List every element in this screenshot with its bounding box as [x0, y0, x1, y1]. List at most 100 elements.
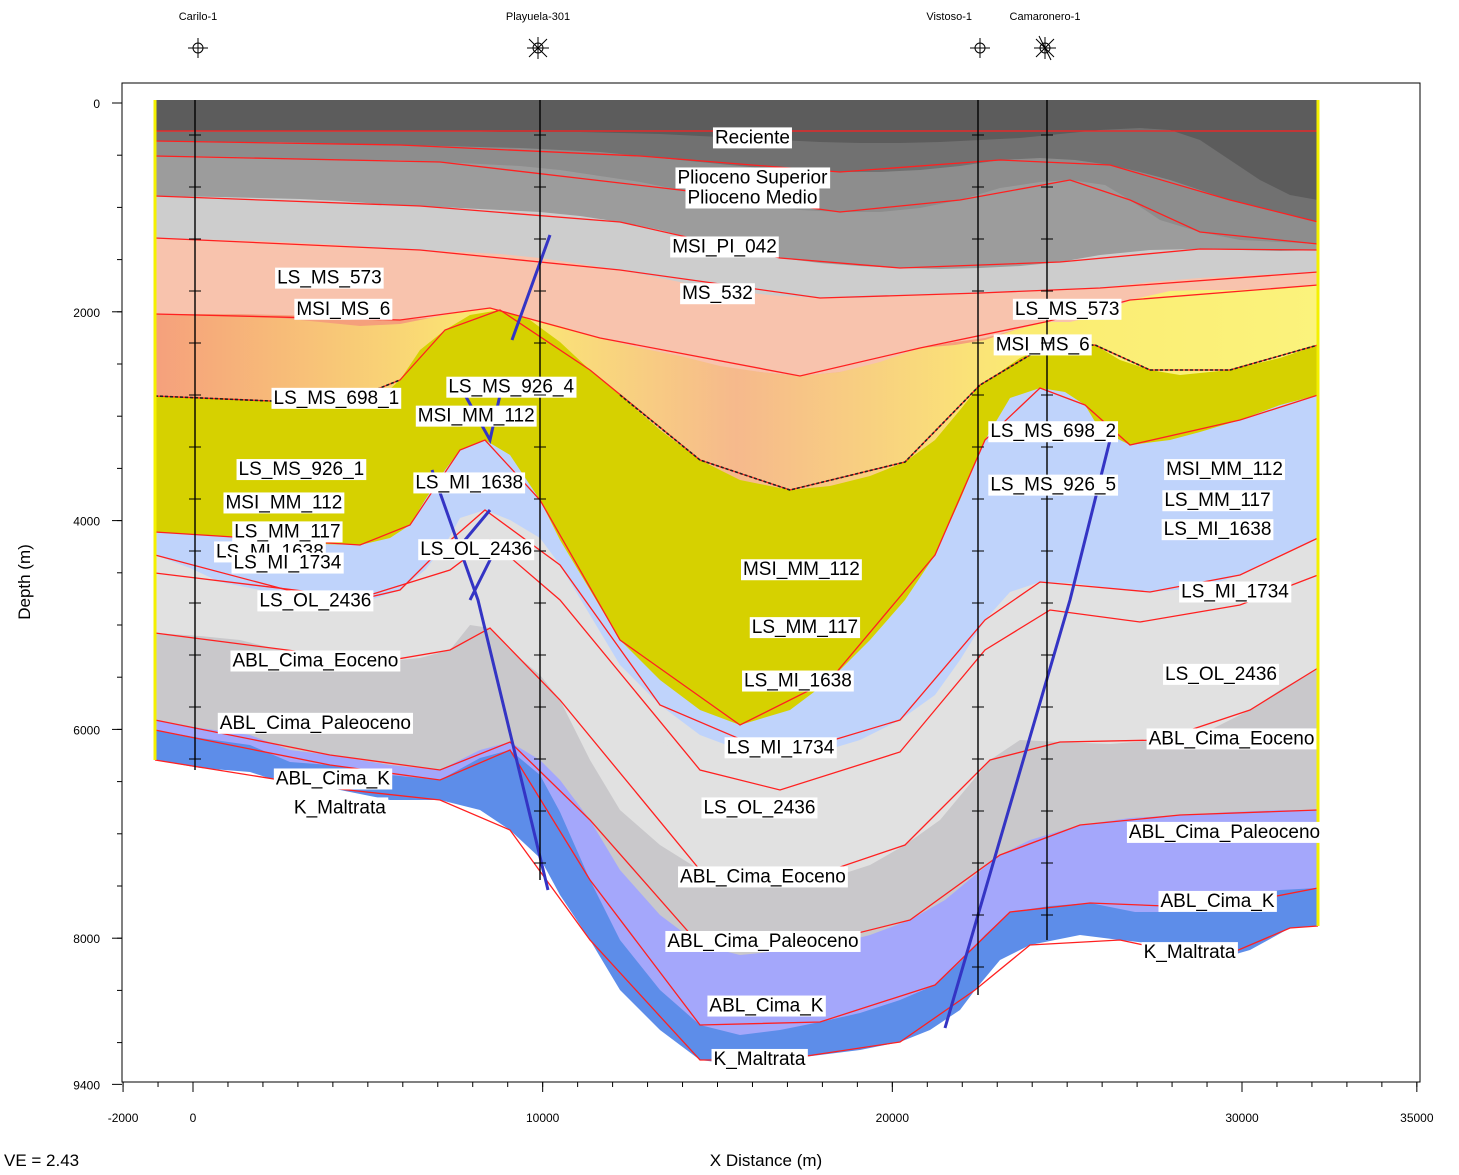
y-tick-label: 2000: [73, 306, 100, 320]
formation-label: LS_OL_2436: [257, 590, 374, 612]
formation-label-box: [1162, 490, 1273, 512]
formation-label-text: LS_MI_1638: [415, 472, 523, 493]
formation-label-text: MSI_MM_112: [225, 492, 342, 513]
formation-label-text: MSI_MM_112: [1166, 459, 1283, 480]
well-name-carilo: Carilo-1: [179, 11, 218, 23]
horizon: [154, 155, 1319, 245]
formation-label-text: ABL_Cima_Eoceno: [232, 651, 398, 672]
formation-label-text: LS_MM_117: [752, 617, 858, 638]
formation-label-text: LS_MI_1734: [727, 737, 835, 758]
formation-label-box: [712, 127, 792, 149]
formation-label: LS_MI_1734: [1179, 581, 1292, 603]
horizon: [154, 140, 1319, 223]
well-lines: [194, 100, 1048, 995]
formation-label: LS_MS_698_2: [988, 421, 1119, 443]
formation-label: ABL_Cima_K: [1158, 890, 1277, 912]
formation-label-box: [291, 797, 389, 819]
dry-well-icon: [188, 38, 208, 58]
x-tick-label: -2000: [108, 1111, 139, 1125]
formation-label-text: LS_MM_117: [234, 521, 340, 542]
formation-label-box: [230, 650, 401, 672]
formation-label-box: [740, 559, 862, 581]
formation-label-text: MS_532: [682, 283, 753, 304]
formation-label-text: LS_MS_926_4: [448, 377, 574, 398]
well-name-playuela: Playuela-301: [506, 11, 570, 23]
formation-label: MSI_MM_112: [415, 405, 537, 427]
formation-label-text: LS_OL_2436: [1165, 664, 1277, 685]
formation-label-box: [446, 376, 577, 398]
formation-label-box: [1141, 942, 1238, 964]
formation-label: MSI_MM_112: [740, 559, 862, 581]
formation-label-text: ABL_Cima_Eoceno: [680, 866, 846, 887]
formation-label: LS_MI_1734: [231, 552, 344, 574]
formation-label-text: K_Maltrata: [714, 1049, 806, 1070]
formation-label: LS_MI_1734: [724, 737, 837, 759]
formation-label-box: [418, 539, 535, 561]
formation-label: ABL_Cima_Paleoceno: [1126, 821, 1323, 843]
formation-label-text: ABL_Cima_Eoceno: [1149, 728, 1315, 749]
formation-label-text: MSI_MS_6: [996, 334, 1090, 355]
x-tick-label: 0: [190, 1111, 197, 1125]
y-tick-label: 4000: [73, 515, 100, 529]
horizon: [154, 237, 1319, 299]
formation-label-box: [223, 492, 345, 514]
x-tick-label: 30000: [1225, 1111, 1259, 1125]
formation-label: K_Maltrata: [711, 1048, 808, 1070]
formation-label-box: [680, 283, 755, 305]
formation-label-text: LS_MS_573: [277, 268, 382, 289]
formation-label-box: [236, 459, 367, 481]
horizon: [154, 539, 1319, 791]
formation-label-text: Reciente: [715, 127, 790, 148]
formation-label-box: [685, 187, 820, 209]
formation-label: LS_MS_698_1: [271, 387, 402, 409]
formation-label-text: K_Maltrata: [1144, 942, 1236, 963]
formation-label-text: ABL_Cima_K: [1160, 891, 1274, 912]
y-tick-label: 8000: [73, 932, 100, 946]
formation-label-text: MSI_MS_6: [296, 299, 390, 320]
formation-label-text: LS_MS_926_5: [990, 475, 1116, 496]
x-axis: -2000 0 10000 20000 30000 35000: [108, 1082, 1434, 1125]
well-name-camaronero: Camaronero-1: [1010, 11, 1081, 23]
formation-label-box: [993, 334, 1092, 356]
formation-label-text: MSI_MM_112: [743, 559, 860, 580]
formation-label: Reciente: [712, 127, 792, 149]
dry-well-icon: [970, 38, 990, 58]
formation-label-box: [231, 552, 344, 574]
formation-label-text: LS_MS_698_2: [990, 421, 1116, 442]
formation-label-text: K_Maltrata: [294, 797, 386, 818]
formation-label-box: [701, 797, 818, 819]
formation-label-box: [275, 267, 384, 289]
formation-label-text: LS_MS_573: [1015, 299, 1120, 320]
formation-label-box: [271, 387, 402, 409]
formation-label: LS_MS_926_4: [446, 376, 577, 398]
well-headers: Carilo-1 Playuela-301 Vistoso-1 Camarone…: [179, 11, 1081, 61]
formation-label-box: [988, 474, 1119, 496]
formation-label-text: ABL_Cima_K: [709, 996, 823, 1017]
formation-label-text: LS_MI_1638: [744, 671, 852, 692]
formation-label-box: [724, 737, 837, 759]
formation-label-box: [988, 421, 1119, 443]
formation-label: LS_MI_1638: [742, 670, 854, 692]
formation-label: ABL_Cima_Eoceno: [1146, 728, 1317, 750]
formation-label: LS_MM_117: [749, 617, 861, 639]
formation-label-box: [711, 1048, 808, 1070]
formation-label: LS_MS_926_5: [988, 474, 1119, 496]
formation-label-box: [670, 236, 779, 258]
formation-label-box: [257, 590, 374, 612]
formation-label-box: [742, 670, 854, 692]
formation-label-box: [413, 472, 526, 494]
formation-label: K_Maltrata: [1141, 942, 1238, 964]
formation-label-box: [665, 930, 861, 952]
y-tick-label: 0: [93, 97, 100, 111]
formation-label-box: [1012, 298, 1122, 320]
formation-label: MSI_MS_6: [993, 334, 1092, 356]
formation-label: MSI_MM_112: [223, 492, 345, 514]
formation-label-box: [1163, 663, 1280, 685]
formation-label-text: LS_OL_2436: [703, 797, 815, 818]
formation-label: ABL_Cima_K: [707, 995, 826, 1017]
formation-label: Plioceno Medio: [685, 187, 820, 209]
formation-label: ABL_Cima_Eoceno: [230, 650, 401, 672]
formation-label: MSI_PI_042: [670, 236, 779, 258]
